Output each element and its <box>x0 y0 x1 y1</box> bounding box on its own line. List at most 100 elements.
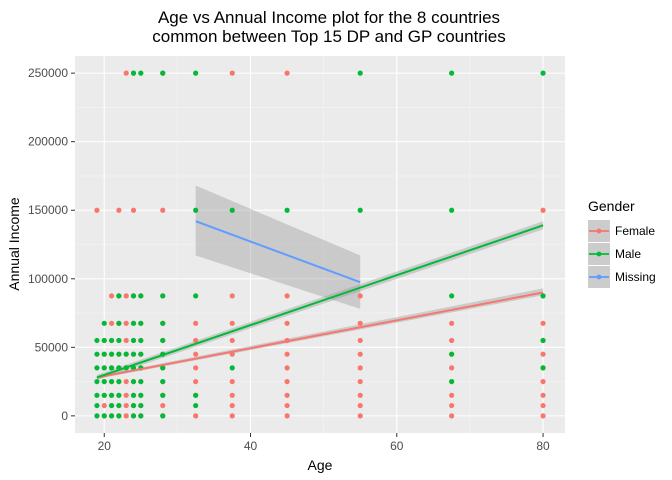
point-female <box>94 207 100 213</box>
trend-line-female <box>96 291 544 379</box>
point-male <box>108 392 115 398</box>
point-female <box>130 207 137 213</box>
point-male <box>116 337 122 344</box>
y-axis-title: Annual Income <box>6 197 22 291</box>
point-male <box>130 392 137 398</box>
point-female <box>357 351 363 357</box>
point-female <box>160 402 166 409</box>
x-tick-label: 40 <box>244 439 258 453</box>
point-female <box>284 70 290 76</box>
point-female <box>229 320 235 326</box>
point-female <box>229 392 235 398</box>
trend-line-missing <box>195 220 361 284</box>
point-female <box>229 293 235 299</box>
x-tick-label: 80 <box>536 439 550 453</box>
point-female <box>540 392 546 398</box>
point-female <box>284 378 290 385</box>
point-male <box>193 293 199 299</box>
point-female <box>357 337 363 344</box>
point-male <box>449 293 455 299</box>
point-male <box>138 293 144 299</box>
point-male <box>101 320 107 326</box>
point-male <box>101 351 107 357</box>
point-female <box>123 320 129 326</box>
point-male <box>130 378 137 385</box>
point-male <box>116 293 122 299</box>
point-male <box>540 70 546 76</box>
point-female <box>357 320 363 326</box>
point-female <box>160 207 166 213</box>
point-female <box>284 402 290 409</box>
point-male <box>108 413 115 419</box>
point-female <box>284 413 290 419</box>
point-male <box>101 337 107 344</box>
point-male <box>193 402 199 409</box>
point-male <box>94 402 100 409</box>
y-axis: 0 50000 100000 150000 200000 250000 <box>28 66 75 423</box>
trend-lines <box>96 220 544 379</box>
point-male <box>357 207 363 213</box>
point-male <box>101 413 107 419</box>
point-male <box>138 402 144 409</box>
point-female <box>123 70 129 76</box>
y-tick-label: 200000 <box>28 135 68 149</box>
point-female <box>284 351 290 357</box>
point-female <box>116 207 122 213</box>
point-male <box>138 392 144 398</box>
point-female <box>123 378 129 385</box>
point-female <box>229 337 235 344</box>
point-male <box>130 365 137 371</box>
point-male <box>284 207 290 213</box>
point-female <box>540 402 546 409</box>
point-female <box>101 402 107 409</box>
chart-title-line-2: common between Top 15 DP and GP countrie… <box>152 27 505 46</box>
point-male <box>108 402 115 409</box>
point-male <box>116 392 122 398</box>
point-male <box>449 351 455 357</box>
point-female <box>123 293 129 299</box>
y-tick-label: 50000 <box>35 340 69 354</box>
point-female <box>449 337 455 344</box>
point-female <box>449 413 455 419</box>
x-axis: 20 40 60 80 <box>98 433 550 453</box>
point-male <box>130 320 137 326</box>
point-male <box>138 413 144 419</box>
point-male <box>138 351 144 357</box>
legend-dot-male <box>596 251 602 257</box>
point-male <box>108 365 115 371</box>
point-male <box>138 378 144 385</box>
legend-label-male: Male <box>615 247 641 261</box>
point-male <box>449 207 455 213</box>
point-female <box>108 320 115 326</box>
point-female <box>540 413 546 419</box>
legend-dot-missing <box>596 274 602 280</box>
point-male <box>94 413 100 419</box>
point-female <box>193 337 199 344</box>
point-male <box>94 351 100 357</box>
x-axis-title: Age <box>308 457 333 473</box>
point-female <box>193 378 199 385</box>
point-male <box>116 413 122 419</box>
point-female <box>193 351 199 357</box>
point-male <box>229 365 235 371</box>
point-female <box>357 413 363 419</box>
x-tick-label: 20 <box>98 439 112 453</box>
point-male <box>116 320 122 326</box>
y-tick-label: 250000 <box>28 66 68 80</box>
legend: Gender Female Male Missing <box>588 198 656 288</box>
point-male <box>108 337 115 344</box>
point-female <box>357 365 363 371</box>
point-male <box>229 207 235 213</box>
point-female <box>449 402 455 409</box>
point-male <box>160 365 166 371</box>
grid-lines <box>75 56 565 433</box>
point-female <box>449 365 455 371</box>
point-male <box>193 70 199 76</box>
y-tick-label: 150000 <box>28 203 68 217</box>
point-male <box>101 365 107 371</box>
point-female <box>193 365 199 371</box>
point-male <box>108 351 115 357</box>
point-female <box>540 351 546 357</box>
point-male <box>540 293 546 299</box>
point-female <box>357 402 363 409</box>
